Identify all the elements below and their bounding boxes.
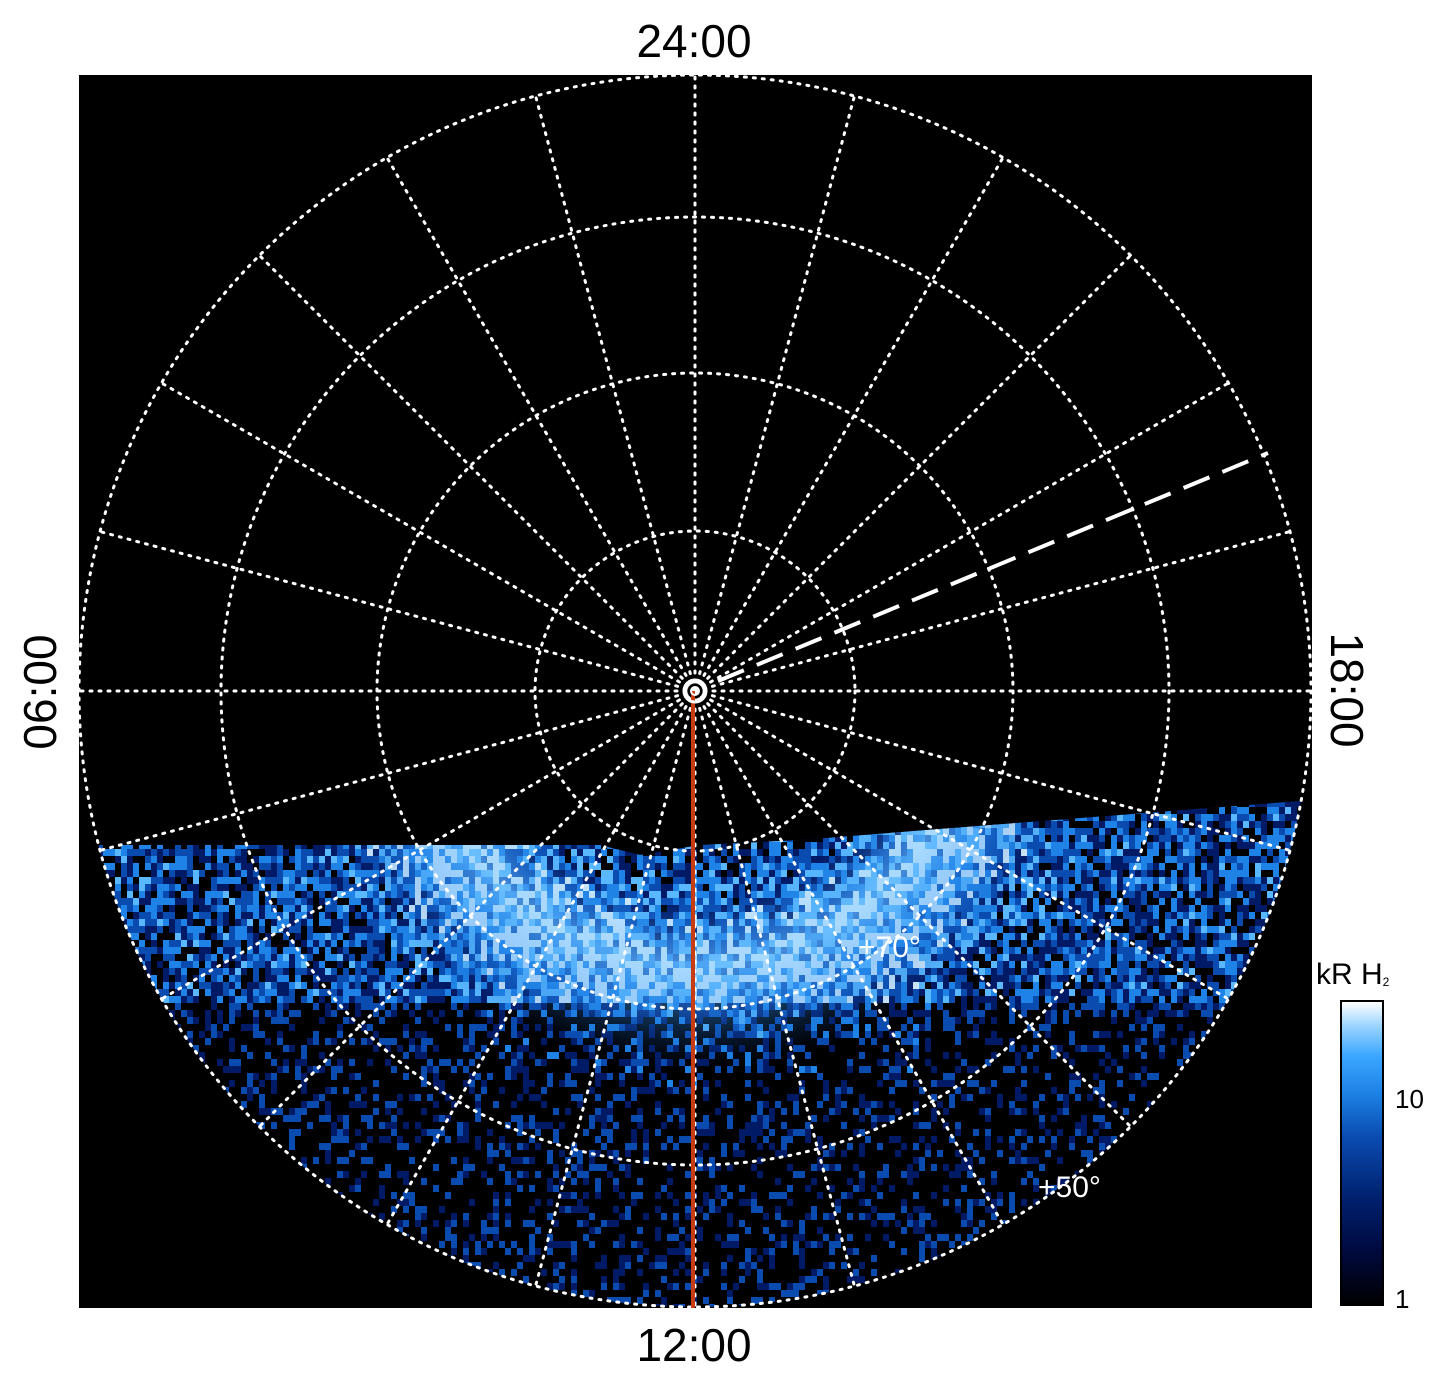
colorbar: [1340, 1000, 1384, 1306]
meridian-line: [693, 689, 1292, 852]
local-time-label-dawn: 06:00: [14, 634, 66, 750]
colorbar-title: kR H2: [1316, 958, 1390, 991]
dashed-direction-line: [717, 451, 1269, 683]
meridian-line: [693, 156, 1005, 693]
meridian-line: [693, 94, 856, 693]
meridian-line: [385, 156, 697, 693]
meridian-line: [693, 530, 1292, 693]
local-time-label-midnight: 24:00: [636, 15, 752, 67]
meridian-line: [693, 381, 1230, 693]
meridian-line: [98, 689, 697, 852]
meridian-line: [693, 253, 1133, 693]
meridian-line: [385, 689, 697, 1226]
local-time-label-noon: 12:00: [636, 1319, 752, 1371]
local-time-label-dusk: 18:00: [1321, 632, 1373, 748]
meridian-line: [257, 253, 697, 693]
colorbar-tick-1: 1: [1395, 1284, 1410, 1314]
meridian-line: [257, 689, 697, 1129]
pole-marker: [682, 678, 708, 704]
meridian-line: [693, 689, 856, 1288]
meridian-line: [693, 689, 1230, 1001]
colorbar-tick-10: 10: [1395, 1084, 1424, 1114]
meridian-line: [98, 530, 697, 693]
lat-lon-grid: [77, 73, 1313, 1309]
meridian-line: [160, 689, 697, 1001]
latitude-circle: [77, 73, 1313, 1309]
meridian-line: [160, 381, 697, 693]
latitude-label-50: +50°: [1038, 1171, 1101, 1204]
meridian-line: [693, 689, 1005, 1226]
meridian-line: [534, 689, 697, 1288]
latitude-label-70: +70°: [858, 931, 921, 964]
meridian-line: [693, 689, 1133, 1129]
latitude-circle: [219, 215, 1171, 1167]
meridian-line: [534, 94, 697, 693]
